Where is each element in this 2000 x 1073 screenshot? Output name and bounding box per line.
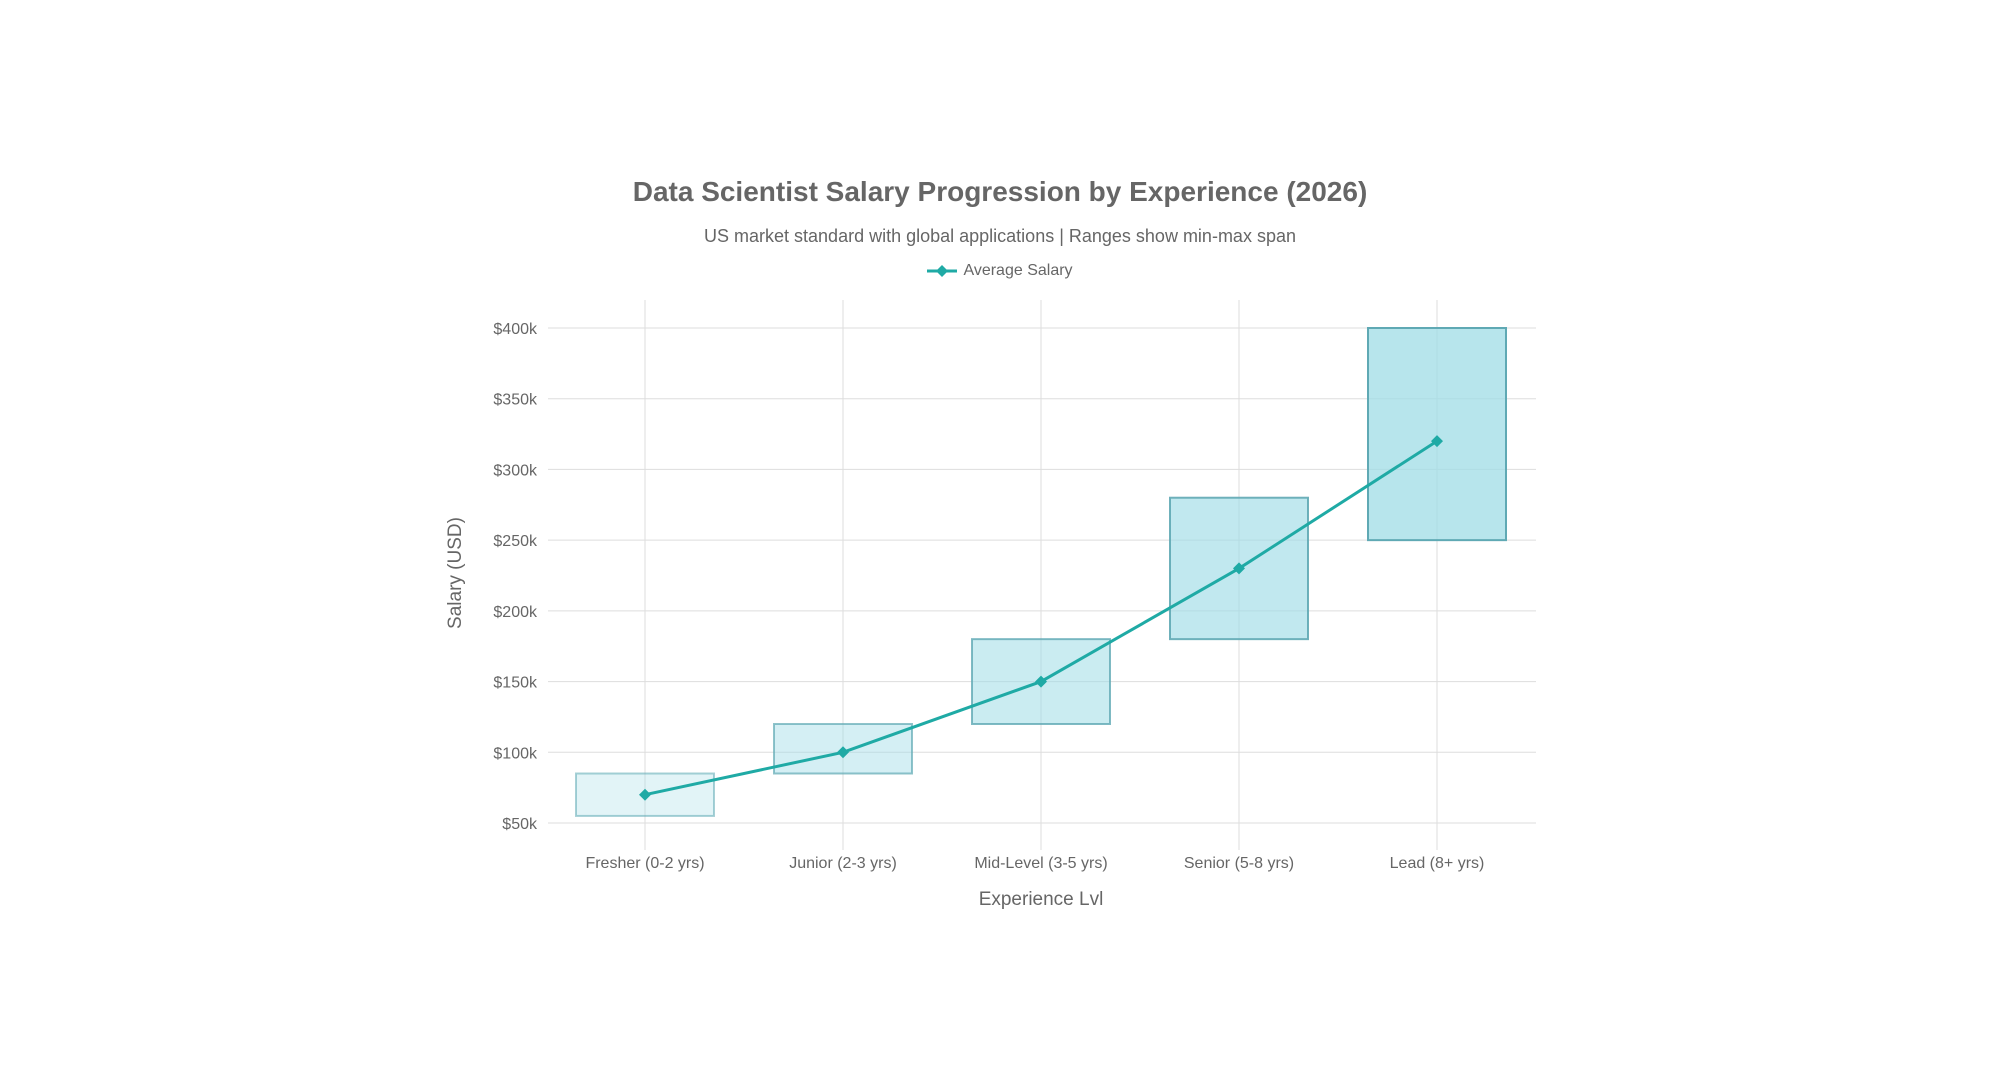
x-tick-label: Junior (2-3 yrs) [789, 855, 897, 872]
legend-label: Average Salary [963, 262, 1073, 279]
y-tick-label: $300k [493, 462, 538, 479]
average-salary-point[interactable] [1233, 562, 1245, 575]
legend-line-marker-icon [927, 265, 958, 277]
legend[interactable]: Average Salary [0, 262, 2000, 280]
y-axis-label: Salary (USD) [445, 517, 466, 629]
x-tick-label: Mid-Level (3-5 yrs) [974, 855, 1107, 872]
x-tick-label: Fresher (0-2 yrs) [585, 855, 704, 872]
x-tick-label: Senior (5-8 yrs) [1184, 855, 1294, 872]
y-tick-label: $150k [493, 675, 538, 692]
average-salary-point[interactable] [1431, 435, 1443, 448]
average-salary-point[interactable] [1035, 675, 1047, 688]
y-tick-label: $250k [493, 533, 538, 550]
average-salary-point[interactable] [837, 746, 849, 759]
range-box[interactable] [773, 723, 913, 775]
y-tick-label: $350k [493, 392, 538, 409]
x-tick-label: Lead (8+ yrs) [1390, 855, 1485, 872]
x-axis-label: Experience Lvl [979, 889, 1104, 910]
average-line [639, 435, 1443, 801]
range-box[interactable] [1367, 327, 1507, 542]
axes: Experience Lvl Salary (USD) $50k $100k $15… [445, 321, 1484, 910]
average-salary-point[interactable] [639, 788, 651, 801]
chart-title: Data Scientist Salary Progression by Exp… [632, 176, 1368, 207]
y-tick-label: $200k [493, 604, 538, 621]
y-tick-label: $50k [502, 816, 538, 833]
chart-subtitle: US market standard with global applicati… [704, 226, 1296, 246]
y-tick-label: $400k [493, 321, 538, 338]
y-tick-label: $100k [493, 745, 538, 762]
